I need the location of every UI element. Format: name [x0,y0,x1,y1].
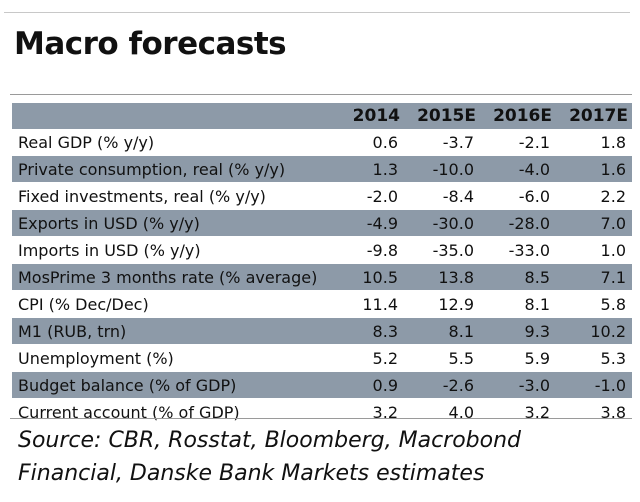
row-value: -1.0 [594,375,626,395]
row-label: Private consumption, real (% y/y) [18,159,286,179]
row-value: 7.0 [600,213,626,233]
table-row: Fixed investments, real (% y/y) -2.0 -8.4 -… [12,183,632,210]
table-row: Exports in USD (% y/y) -4.9 -30.0 -28.0 7.0 [12,209,632,237]
row-value: -3.7 [442,132,474,152]
table-row: Unemployment (%) 5.2 5.5 5.9 5.3 [12,345,632,372]
table-row: Imports in USD (% y/y) -9.8 -35.0 -33.0 1.0 [12,237,632,264]
macro-forecast-table: 2014 2015E 2016E 2017E Real GDP (% y/y) 0… [12,103,632,426]
row-value: 9.3 [524,321,550,341]
row-label: Budget balance (% of GDP) [18,375,237,395]
row-value: 8.3 [372,321,398,341]
row-value: -6.0 [518,186,550,206]
title-divider [10,94,632,95]
table-row: CPI (% Dec/Dec) 11.4 12.9 8.1 5.8 [12,291,632,318]
header-cell-2014: 2014 [352,106,400,126]
row-label: MosPrime 3 months rate (% average) [18,267,318,287]
row-value: 1.0 [600,240,626,260]
row-label: Unemployment (%) [18,348,174,368]
row-value: 10.2 [590,321,626,341]
row-value: -33.0 [508,240,550,260]
row-value: -9.8 [366,240,398,260]
header-row: 2014 2015E 2016E 2017E [12,103,632,129]
row-value: 13.8 [438,267,474,287]
row-value: -8.4 [442,186,474,206]
page-title: Macro forecasts [14,26,287,62]
row-value: -28.0 [508,213,550,233]
row-value: 3.8 [600,402,626,422]
row-value: 5.3 [600,348,626,368]
row-value: -2.0 [366,186,398,206]
row-value: 2.2 [600,186,626,206]
table-row: Private consumption, real (% y/y) 1.3 -10.… [12,155,632,183]
row-label: Exports in USD (% y/y) [18,213,200,233]
table-row: Budget balance (% of GDP) 0.9 -2.6 -3.0 -1.0 [12,371,632,399]
header-cell-2016e: 2016E [493,106,552,126]
row-value: -10.0 [432,159,474,179]
row-value: -2.6 [442,375,474,395]
header-cell-2015e: 2015E [417,106,476,126]
source-note: Source: CBR, Rosstat, Bloomberg, Macrobo… [18,428,522,486]
row-value: 0.9 [372,375,398,395]
table-row: MosPrime 3 months rate (% average) 10.5 13… [12,263,632,291]
row-label: Fixed investments, real (% y/y) [18,186,266,206]
row-value: 12.9 [438,294,474,314]
row-label: Imports in USD (% y/y) [18,240,201,260]
row-value: 3.2 [372,402,398,422]
row-value: 8.1 [524,294,550,314]
row-value: 8.1 [448,321,474,341]
table-row: Current account (% of GDP) 3.2 4.0 3.2 3.8 [12,399,632,426]
row-value: 5.2 [372,348,398,368]
row-label: M1 (RUB, trn) [18,321,127,341]
row-value: 5.8 [600,294,626,314]
row-label: Current account (% of GDP) [18,402,240,422]
row-value: 1.6 [600,159,626,179]
row-value: 10.5 [362,267,398,287]
row-label: CPI (% Dec/Dec) [18,294,149,314]
source-divider [10,418,632,419]
row-value: 3.2 [524,402,550,422]
row-value: 0.6 [372,132,398,152]
row-value: 1.3 [372,159,398,179]
row-value: 4.0 [448,402,474,422]
header-cell-label [12,103,332,129]
header-cell-2017e: 2017E [569,106,628,126]
row-value: 7.1 [600,267,626,287]
table-frame [4,12,630,497]
row-value: -30.0 [432,213,474,233]
row-value: -35.0 [432,240,474,260]
row-value: -3.0 [518,375,550,395]
table-row: M1 (RUB, trn) 8.3 8.1 9.3 10.2 [12,317,632,345]
row-value: -4.0 [518,159,550,179]
table-row: Real GDP (% y/y) 0.6 -3.7 -2.1 1.8 [12,129,632,156]
row-value: 5.5 [448,348,474,368]
row-value: 8.5 [524,267,550,287]
row-value: -2.1 [518,132,550,152]
row-value: -4.9 [366,213,398,233]
row-label: Real GDP (% y/y) [18,132,155,152]
row-value: 1.8 [600,132,626,152]
row-value: 5.9 [524,348,550,368]
row-value: 11.4 [362,294,398,314]
